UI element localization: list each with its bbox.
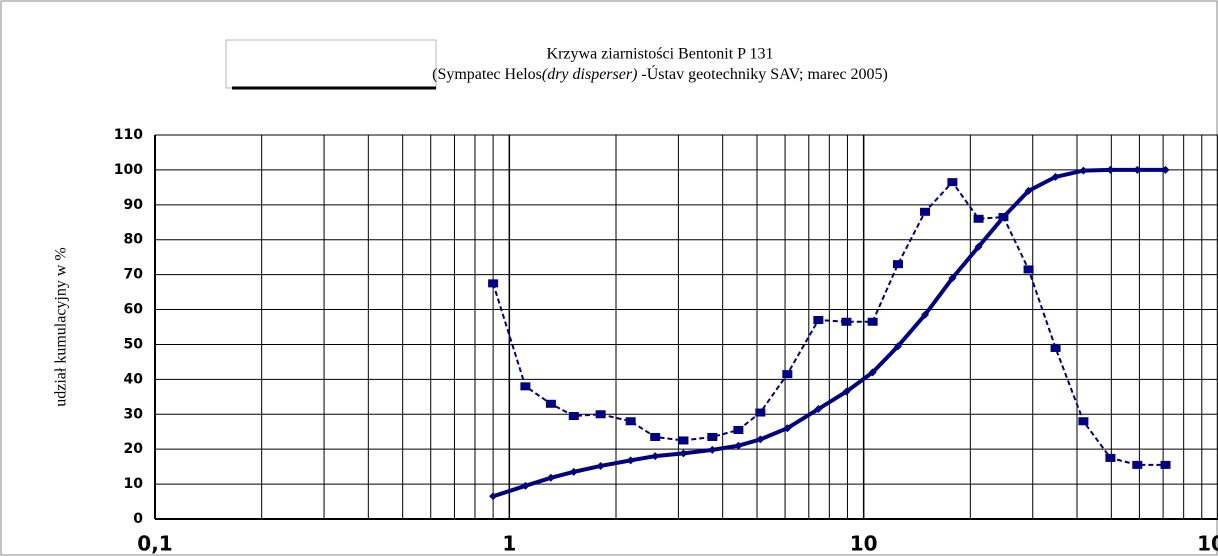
marker	[707, 432, 718, 441]
marker	[488, 279, 499, 288]
marker	[783, 424, 792, 433]
y-tick-label: 10	[124, 476, 144, 492]
marker	[521, 481, 530, 490]
marker	[755, 408, 766, 417]
marker	[813, 316, 824, 325]
y-tick-label: 0	[133, 511, 143, 527]
marker	[998, 213, 1009, 222]
marker	[626, 456, 635, 465]
marker	[841, 317, 852, 326]
marker	[1132, 460, 1143, 469]
marker	[782, 370, 793, 379]
marker	[545, 399, 556, 408]
marker	[921, 310, 930, 319]
marker	[520, 382, 531, 391]
marker	[708, 445, 717, 454]
marker	[733, 425, 744, 434]
legend-box	[225, 39, 437, 89]
y-tick-label: 80	[124, 232, 144, 248]
marker	[1023, 265, 1034, 274]
marker	[974, 242, 983, 251]
marker	[1105, 453, 1116, 462]
marker	[842, 387, 851, 396]
x-tick-label: 1	[502, 532, 516, 556]
marker	[947, 178, 958, 187]
series-line	[492, 180, 1166, 466]
y-tick-label: 60	[124, 302, 144, 318]
marker	[678, 436, 689, 445]
x-tick-label: 0,1	[137, 532, 172, 556]
marker	[893, 260, 904, 269]
marker	[1024, 186, 1033, 195]
marker	[1078, 417, 1089, 426]
chart-title: Krzywa ziarnistości Bentonit P 131	[547, 46, 774, 63]
y-tick-label: 40	[124, 371, 144, 387]
y-tick-label: 70	[124, 267, 144, 283]
y-tick-label: 100	[114, 162, 143, 178]
x-tick-label: 10	[850, 532, 878, 556]
subtitle-part: -Ústav geotechniky SAV; marec 2005)	[637, 64, 887, 83]
marker	[1079, 166, 1088, 175]
marker	[814, 405, 823, 414]
marker	[595, 410, 606, 419]
marker	[625, 417, 636, 426]
y-tick-label: 20	[124, 441, 144, 457]
y-tick-label: 50	[124, 336, 144, 352]
marker	[1106, 165, 1115, 174]
y-tick-label: 30	[124, 406, 144, 422]
marker	[867, 317, 878, 326]
marker	[973, 214, 984, 223]
marker	[1050, 343, 1061, 352]
marker	[1051, 172, 1060, 181]
marker	[894, 342, 903, 351]
series-line	[492, 167, 1166, 499]
marker	[569, 467, 578, 476]
marker	[1160, 460, 1171, 469]
marker	[679, 449, 688, 458]
y-tick-label: 110	[114, 127, 143, 143]
marker	[920, 207, 931, 216]
marker	[489, 492, 498, 501]
marker	[546, 473, 555, 482]
y-tick-label: 90	[124, 197, 144, 213]
marker	[734, 441, 743, 450]
chart-subtitle: (Sympatec Helos(dry disperser) -Ústav ge…	[432, 64, 888, 83]
marker	[868, 368, 877, 377]
marker	[1161, 165, 1170, 174]
marker	[1133, 165, 1142, 174]
marker	[568, 412, 579, 421]
marker	[596, 461, 605, 470]
marker	[650, 432, 661, 441]
x-tick-label: 100	[1197, 532, 1218, 556]
y-axis-label: udział kumulacyjny w %	[53, 247, 70, 407]
marker	[756, 435, 765, 444]
marker	[651, 452, 660, 461]
subtitle-part: (Sympatec Helos	[432, 66, 542, 83]
marker	[948, 274, 957, 283]
subtitle-part: (dry disperser)	[542, 66, 638, 83]
